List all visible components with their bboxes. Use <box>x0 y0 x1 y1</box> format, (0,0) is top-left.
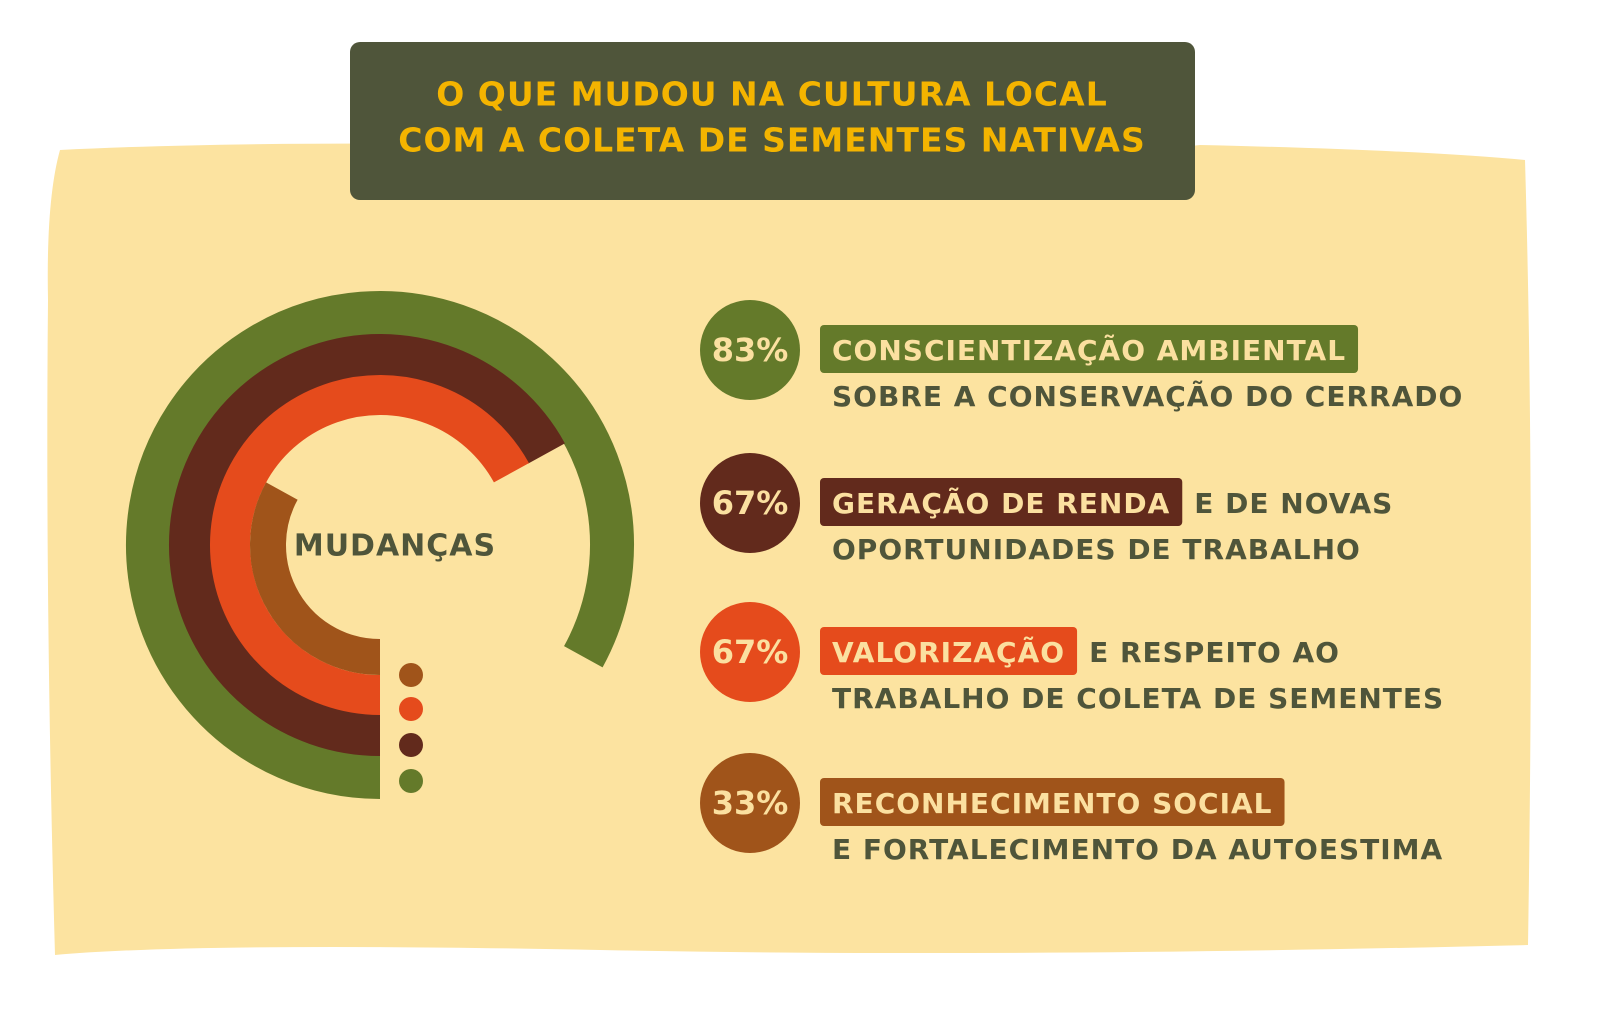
description: E DE NOVAS <box>1194 487 1393 520</box>
highlight <box>820 627 1078 675</box>
category-label: CONSCIENTIZAÇÃO AMBIENTAL <box>832 333 1346 367</box>
highlight <box>820 325 1359 373</box>
value-label: 33% <box>712 784 789 822</box>
dot <box>399 663 423 687</box>
description: TRABALHO DE COLETA DE SEMENTES <box>832 682 1444 715</box>
category-label: RECONHECIMENTO SOCIAL <box>832 787 1273 820</box>
value-badge <box>700 453 800 553</box>
value-badge <box>700 753 800 853</box>
dot <box>399 697 423 721</box>
radial-bar <box>250 482 381 675</box>
description: SOBRE A CONSERVAÇÃO DO CERRADO <box>832 379 1463 413</box>
value-label: 83% <box>712 331 789 369</box>
description: OPORTUNIDADES DE TRABALHO <box>832 533 1361 566</box>
radial-bar <box>210 375 529 715</box>
center-label: MUDANÇAS <box>294 529 496 564</box>
dot <box>399 769 423 793</box>
value-label: 67% <box>712 633 789 671</box>
radial-bar <box>169 334 565 756</box>
title: COM A COLETA DE SEMENTES NATIVAS <box>398 121 1145 160</box>
value-badge <box>700 300 800 400</box>
title: O QUE MUDOU NA CULTURA LOCAL <box>436 75 1107 114</box>
highlight <box>820 778 1285 826</box>
value-label: 67% <box>712 484 789 522</box>
description: E FORTALECIMENTO DA AUTOESTIMA <box>832 833 1443 866</box>
dot <box>399 733 423 757</box>
highlight <box>820 478 1183 526</box>
radial-bar <box>126 291 634 799</box>
value-badge <box>700 602 800 702</box>
description: E RESPEITO AO <box>1089 636 1340 669</box>
title-box <box>350 42 1195 200</box>
category-label: VALORIZAÇÃO <box>832 635 1065 669</box>
category-label: GERAÇÃO DE RENDA <box>832 486 1170 520</box>
